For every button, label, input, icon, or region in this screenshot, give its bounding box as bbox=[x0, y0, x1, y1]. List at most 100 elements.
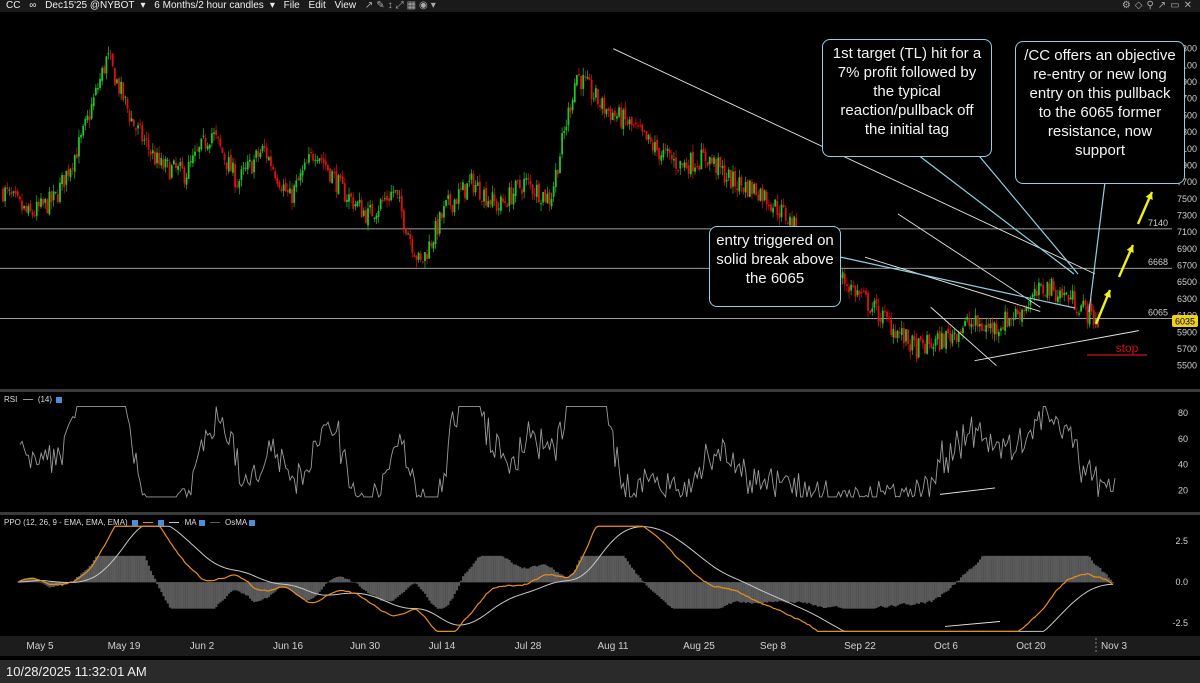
osma-bar bbox=[310, 582, 313, 600]
candle-body bbox=[761, 187, 764, 202]
candle-body bbox=[462, 182, 464, 191]
osma-bar bbox=[432, 582, 435, 606]
candle-body bbox=[590, 79, 593, 99]
candle-body bbox=[767, 204, 770, 207]
candle-body bbox=[303, 162, 306, 170]
candle-body bbox=[94, 87, 97, 96]
timeframe-selector[interactable]: 6 Months/2 hour candles bbox=[154, 0, 264, 11]
osma-bar bbox=[995, 555, 999, 583]
candle-body bbox=[643, 130, 646, 132]
ppo-pane: 2.5 0.0 -2.5 PPO (12, 26, 9 - EMA, EMA, EM… bbox=[0, 515, 1200, 636]
osma-bar bbox=[989, 555, 992, 583]
candle-body bbox=[40, 198, 42, 207]
osma-bar bbox=[708, 582, 712, 609]
candle-body bbox=[694, 167, 696, 172]
osma-bar bbox=[843, 582, 847, 609]
candle-body bbox=[491, 192, 494, 207]
rsi-toggle-icon[interactable] bbox=[56, 396, 63, 403]
osma-bar bbox=[860, 582, 864, 609]
x-tick-label: Sep 8 bbox=[760, 641, 787, 652]
osma-bar bbox=[99, 555, 102, 583]
chevron-down-icon[interactable]: ▾ bbox=[140, 0, 146, 11]
drawing-tools-icon[interactable]: ↗✎↕⤢▦◉▾ bbox=[364, 0, 439, 11]
candle-body bbox=[723, 164, 726, 183]
osma-bar bbox=[459, 580, 463, 583]
candle-body bbox=[782, 204, 785, 207]
osma-bar bbox=[145, 560, 148, 583]
candle-body bbox=[495, 200, 498, 211]
osma-bar bbox=[862, 582, 866, 609]
candle-body bbox=[708, 156, 711, 165]
candle-body bbox=[23, 205, 25, 209]
osma-bar bbox=[223, 582, 226, 599]
candle-body bbox=[419, 253, 422, 260]
candle-body bbox=[430, 243, 433, 247]
osma-bar bbox=[141, 555, 144, 583]
osma-bar bbox=[725, 582, 729, 605]
osma-bar bbox=[168, 582, 172, 608]
candle-body bbox=[242, 167, 245, 169]
osma-bar bbox=[1069, 555, 1072, 583]
candle-body bbox=[432, 242, 435, 249]
osma-bar bbox=[797, 582, 800, 602]
candle-body bbox=[711, 157, 713, 163]
y-tick-label: 8900 bbox=[1177, 77, 1197, 87]
candle-body bbox=[957, 332, 960, 342]
osma-bar bbox=[37, 581, 41, 583]
osma-bar bbox=[816, 582, 819, 607]
osma-bar bbox=[824, 582, 828, 608]
candle-body bbox=[609, 108, 612, 120]
candle-body bbox=[647, 134, 650, 140]
candle-body bbox=[358, 200, 361, 203]
x-axis[interactable]: May 5 May 19 Jun 2 Jun 16 Jun 30 Jul 14 Jul 28… bbox=[0, 636, 1200, 656]
candle-body bbox=[881, 310, 884, 324]
candle-body bbox=[677, 170, 680, 172]
ma-toggle-icon[interactable] bbox=[198, 519, 205, 526]
contract-selector[interactable]: Dec15'25 @NYBOT bbox=[45, 0, 135, 11]
osma-bar bbox=[668, 582, 672, 607]
candle-body bbox=[573, 83, 576, 103]
candle-body bbox=[88, 116, 91, 121]
candle-body bbox=[132, 119, 135, 127]
pane-separator[interactable] bbox=[0, 512, 1200, 515]
symbol-label[interactable]: CC bbox=[6, 0, 21, 11]
osma-bar bbox=[559, 574, 562, 583]
menu-file[interactable]: File bbox=[283, 0, 300, 11]
candle-body bbox=[613, 110, 616, 117]
candle-body bbox=[341, 176, 344, 184]
pane-separator[interactable] bbox=[0, 389, 1200, 392]
osma-bar bbox=[985, 555, 988, 583]
osma-bar bbox=[1012, 555, 1015, 583]
osma-bar bbox=[198, 582, 201, 609]
osma-bar bbox=[582, 555, 585, 583]
candle-body bbox=[204, 137, 207, 149]
candle-body bbox=[69, 169, 72, 178]
candle-body bbox=[103, 66, 106, 74]
window-controls-icon[interactable]: ⚙◇⚲↗▭✕ bbox=[1121, 0, 1196, 11]
ppo-line bbox=[17, 525, 1114, 632]
osma-bar bbox=[200, 582, 203, 609]
osma-bar bbox=[94, 556, 98, 583]
osma-bar bbox=[753, 582, 756, 603]
chevron-down-icon[interactable]: ▾ bbox=[269, 0, 275, 11]
osma-bar bbox=[789, 582, 792, 602]
candle-body bbox=[727, 169, 730, 178]
ppo-line-toggle-icon[interactable] bbox=[158, 519, 165, 526]
osma-bar bbox=[143, 555, 146, 583]
candle-body bbox=[405, 228, 407, 234]
osma-bar bbox=[179, 582, 182, 609]
osma-bar bbox=[875, 582, 878, 608]
menu-view[interactable]: View bbox=[334, 0, 357, 11]
osma-toggle-icon[interactable] bbox=[249, 519, 256, 526]
link-icon[interactable]: ∞ bbox=[29, 0, 37, 11]
osma-bar bbox=[637, 575, 640, 583]
osma-bar bbox=[1021, 555, 1024, 583]
ppo-toggle-icon[interactable] bbox=[131, 519, 138, 526]
osma-bar bbox=[981, 556, 984, 583]
menu-edit[interactable]: Edit bbox=[308, 0, 326, 11]
candle-body bbox=[457, 189, 460, 204]
x-tick-label: Oct 20 bbox=[1016, 641, 1046, 652]
candle-body bbox=[947, 328, 950, 334]
osma-bar bbox=[767, 582, 771, 602]
candle-body bbox=[721, 166, 724, 169]
